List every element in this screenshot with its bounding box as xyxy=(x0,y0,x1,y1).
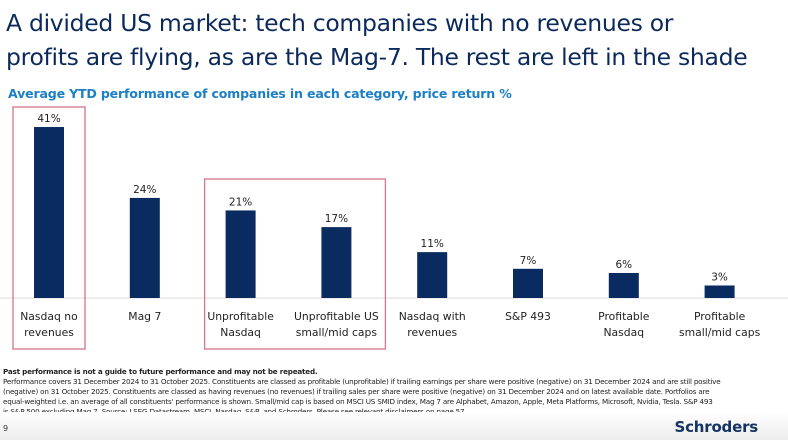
data-label: 41% xyxy=(37,113,60,125)
slide-title-line-2: profits are flying, as are the Mag-7. Th… xyxy=(6,43,748,71)
x-tick-label: S&P 493 xyxy=(505,310,551,323)
schroders-logo: Schroders xyxy=(674,418,758,436)
footnote-line-4: is S&P 500 excluding Mag 7. Source: LSEG… xyxy=(3,407,783,417)
x-tick-label: Nasdaq with xyxy=(399,310,466,323)
data-label: 11% xyxy=(421,238,444,250)
footnote-line-1: Performance covers 31 December 2024 to 3… xyxy=(3,377,721,386)
footnote-line-2: (negative) on 31 October 2025. Constitue… xyxy=(3,387,710,396)
data-label: 3% xyxy=(711,271,728,283)
bar xyxy=(417,252,448,298)
bar xyxy=(321,227,352,298)
chart-title: Average YTD performance of companies in … xyxy=(8,86,512,101)
x-tick-label: Profitable xyxy=(694,310,746,323)
bar xyxy=(34,127,64,298)
bar xyxy=(704,285,735,298)
data-label: 24% xyxy=(133,184,156,196)
footnote-line-3: equal-weighted i.e. an average of all co… xyxy=(3,397,713,406)
slide-title-line-1: A divided US market: tech companies with… xyxy=(6,9,674,37)
slide-title: A divided US market: tech companies with… xyxy=(6,6,786,74)
footnotes: Past performance is not a guide to futur… xyxy=(3,367,783,417)
past-performance-disclaimer: Past performance is not a guide to futur… xyxy=(3,367,318,376)
highlight-box xyxy=(12,106,86,350)
x-tick-label: Unprofitable US xyxy=(294,310,379,323)
x-tick-label: revenues xyxy=(24,326,74,339)
slide-footer: 9 Schroders xyxy=(0,412,788,440)
bar-chart: 41% Nasdaq no revenues 24% Mag 7 21% Unprofita… xyxy=(0,106,788,350)
x-tick-label: Profitable xyxy=(598,310,650,323)
x-tick-label: Nasdaq xyxy=(220,326,261,339)
bar xyxy=(129,197,160,298)
x-tick-label: Nasdaq xyxy=(603,326,644,339)
data-label: 17% xyxy=(325,213,348,225)
bar xyxy=(225,210,256,298)
data-label: 7% xyxy=(520,255,537,267)
x-tick-label: Mag 7 xyxy=(128,310,161,323)
page-number: 9 xyxy=(3,424,9,433)
x-tick-label: small/mid caps xyxy=(296,326,378,339)
x-tick-label: Nasdaq no xyxy=(20,310,78,323)
data-label: 21% xyxy=(229,196,252,208)
bar xyxy=(608,272,639,298)
x-tick-label: Unprofitable xyxy=(207,310,274,323)
highlight-box xyxy=(203,178,387,350)
data-label: 6% xyxy=(615,259,632,271)
x-tick-label: small/mid caps xyxy=(679,326,761,339)
bar xyxy=(513,268,543,298)
x-tick-label: revenues xyxy=(407,326,457,339)
